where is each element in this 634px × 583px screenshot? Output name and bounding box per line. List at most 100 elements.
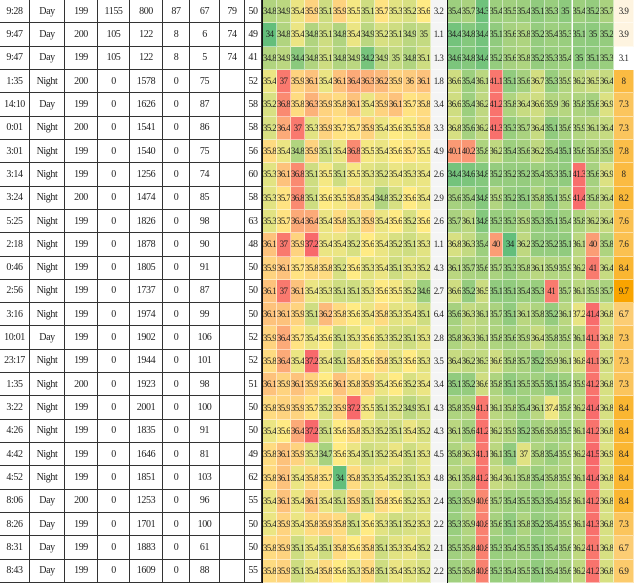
heat-cell: 34.4: [448, 163, 462, 187]
heat-cell: 35.7: [448, 209, 462, 234]
cell: 62: [245, 466, 262, 490]
heat-cell: 35.4: [403, 419, 417, 444]
heat-cell: 35.8: [347, 186, 361, 210]
heat-cell: 35.1: [305, 303, 319, 327]
cell: Day: [30, 0, 65, 24]
heat-cell: 35.8: [417, 93, 431, 117]
heat-cell: 36.1: [572, 279, 587, 304]
cell: 199: [65, 279, 98, 304]
heat-cell: 35.1: [544, 373, 559, 397]
heat-cell: 35.4: [531, 163, 545, 187]
heat-cell: 36.4: [291, 209, 305, 234]
heat-cell: 41.4: [586, 466, 601, 490]
heat-cell: 35.9: [361, 209, 375, 234]
heat-cell: 34.4: [448, 23, 462, 47]
cell: 0: [163, 139, 190, 164]
heat-cell: 35.8: [461, 559, 476, 583]
heat-cell: 35.7: [291, 326, 305, 350]
heat-cell: 35.5: [319, 163, 333, 187]
heat-cell: 36: [403, 69, 417, 94]
cell: 0: [98, 559, 130, 583]
heat-cell: 35.7: [333, 116, 347, 140]
heat-cell: 35.2: [403, 373, 417, 397]
heat-cell: 35.3: [347, 209, 361, 234]
heat-cell: 35.3: [361, 466, 375, 490]
cell: [220, 489, 245, 514]
heat-cell: 35: [389, 46, 403, 70]
heat-cell: 35.9: [291, 396, 305, 420]
cell: 50: [245, 396, 262, 420]
cell: Day: [30, 489, 65, 514]
cell: Night: [30, 303, 65, 327]
cell: 0: [98, 209, 130, 234]
cell: Night: [30, 279, 65, 304]
heat-cell: 35.6: [389, 489, 403, 514]
heat-cell: 34.9: [347, 46, 361, 70]
heat-cell: 36.7: [600, 349, 614, 374]
cell: Day: [30, 536, 65, 560]
heat-cell: 35.9: [319, 116, 333, 140]
heat-cell: 35.7: [461, 0, 476, 24]
heat-cell: 35.6: [503, 23, 518, 47]
heat-cell: 34.4: [475, 23, 490, 47]
heat-cell: 36.1: [558, 349, 573, 374]
cell: 9:28: [0, 0, 30, 24]
cell: 50: [245, 0, 262, 24]
heat-cell: 35.2: [389, 186, 403, 210]
cell: 200: [65, 186, 98, 210]
cell: 88: [190, 559, 220, 583]
heat-cell: 35.1: [361, 443, 375, 467]
heat-cell: 35.2: [375, 419, 389, 444]
cell: 199: [65, 46, 98, 70]
heat-cell: 35.9: [277, 396, 291, 420]
cell: 50: [245, 303, 262, 327]
heat-cell: 36.4: [277, 349, 291, 374]
heat-cell: 35.8: [531, 443, 545, 467]
cell: 58: [245, 93, 262, 117]
heat-cell: 36.4: [600, 256, 614, 280]
cell: 0: [98, 489, 130, 514]
heat-cell: 35.4: [291, 489, 305, 514]
gap-cell: 3.4: [431, 373, 447, 397]
cell: 0: [98, 93, 130, 117]
heat-cell: 36.1: [475, 69, 490, 94]
heat-cell: 35.6: [361, 349, 375, 374]
heat-cell: 35.4: [517, 396, 531, 420]
heat-cell: 35.6: [503, 46, 518, 70]
last-cell: 7.3: [614, 513, 634, 537]
heat-cell: 35.9: [461, 489, 476, 514]
heat-cell: 36: [558, 93, 573, 117]
heat-cell: 36.1: [531, 396, 545, 420]
heat-cell: 35.9: [558, 256, 573, 280]
heat-cell: 34.8: [333, 46, 347, 70]
heat-cell: 36.1: [517, 303, 531, 327]
heat-cell: 35.9: [361, 373, 375, 397]
heat-cell: 41.5: [586, 443, 601, 467]
heat-cell: 36.1: [277, 303, 291, 327]
heat-cell: 41.4: [572, 186, 587, 210]
heat-cell: 35.9: [305, 373, 319, 397]
heat-cell: 35.8: [503, 396, 518, 420]
cell: 200: [65, 23, 98, 47]
heat-cell: 35.4: [503, 489, 518, 514]
heat-cell: 35.3: [305, 116, 319, 140]
heat-cell: 35.8: [461, 536, 476, 560]
heat-cell: 35.5: [517, 373, 531, 397]
heat-cell: 35.1: [417, 303, 431, 327]
cell: 200: [65, 373, 98, 397]
heat-cell: 36.1: [461, 209, 476, 234]
heat-cell: 35.1: [361, 0, 375, 24]
cell: 6: [190, 23, 220, 47]
heat-cell: 35: [586, 23, 601, 47]
heat-cell: 35.1: [503, 279, 518, 304]
cell: 85: [190, 186, 220, 210]
heat-cell: 34.9: [403, 396, 417, 420]
gap-cell: 4.3: [431, 396, 447, 420]
gap-cell: 2.9: [431, 186, 447, 210]
heat-cell: 41.1: [489, 69, 504, 94]
heat-cell: 35.9: [291, 233, 305, 257]
cell: 51: [245, 373, 262, 397]
heat-cell: 36.3: [461, 233, 476, 257]
cell: 8:31: [0, 536, 30, 560]
heat-cell: 35.3: [263, 163, 277, 187]
